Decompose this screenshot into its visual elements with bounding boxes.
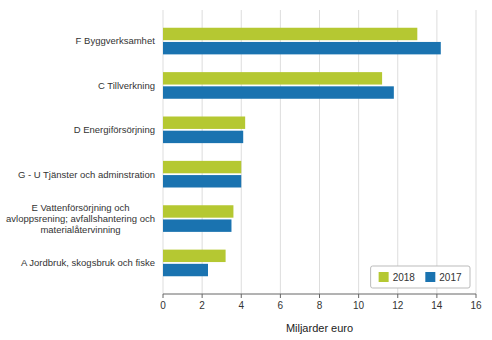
category-label: D Energiförsörjning: [74, 124, 155, 135]
tick-mark: [397, 294, 398, 298]
bar: 2017: 11.8: [163, 86, 394, 98]
legend-label: 2017: [439, 272, 462, 283]
chart: A Jordbruk, skogsbruk och fiske E Vattenf…: [0, 0, 492, 340]
category-label: G - U Tjänster och adminstration: [18, 169, 155, 180]
tick-label: 4: [238, 300, 244, 311]
tick-label: 8: [317, 300, 323, 311]
tick-mark: [163, 294, 164, 298]
bar: 2018: 3.6: [163, 205, 233, 217]
tick-mark: [319, 294, 320, 298]
legend-swatch: [425, 272, 435, 282]
bar: 2018: 3.2: [163, 250, 226, 262]
bar: 2017: 4: [163, 175, 241, 187]
tick-mark: [280, 294, 281, 298]
bar: 2018: 11.2: [163, 72, 382, 84]
tick-label: 10: [353, 300, 365, 311]
bar: 2018: 4: [163, 161, 241, 173]
bar: 2017: 2.3: [163, 264, 208, 276]
category-label: A Jordbruk, skogsbruk och fiske: [21, 257, 155, 268]
tick-label: 14: [431, 300, 443, 311]
grid: [163, 10, 476, 294]
legend-frame: [371, 266, 470, 288]
bar: 2018: 13: [163, 28, 417, 40]
tick-label: 6: [278, 300, 284, 311]
tick-label: 0: [160, 300, 166, 311]
tick-mark: [202, 294, 203, 298]
category-label: E Vattenförsörjning ochavloppsrening; av…: [6, 202, 155, 235]
legend: 2018 2017: [371, 266, 470, 288]
tick-mark: [436, 294, 437, 298]
x-axis-title: Miljarder euro: [286, 322, 353, 334]
category-label: C Tillverkning: [98, 80, 155, 91]
bar: 2017: 3.5: [163, 219, 231, 231]
tick-label: 12: [392, 300, 404, 311]
tick-mark: [358, 294, 359, 298]
category-label: F Byggverksamhet: [76, 35, 156, 46]
bars: 2018: 3.2 2018: 3.6 2018: 4 2018: 4.2 2018: …: [163, 28, 441, 277]
bar: 2018: 4.2: [163, 117, 245, 129]
bar: 2017: 4.1: [163, 131, 243, 143]
legend-swatch: [379, 272, 389, 282]
bar: 2017: 14.2: [163, 42, 441, 54]
tick-label: 16: [470, 300, 482, 311]
tick-label: 2: [199, 300, 205, 311]
tick-mark: [241, 294, 242, 298]
legend-label: 2018: [393, 272, 416, 283]
grid-line: [476, 10, 477, 294]
y-axis-labels: A Jordbruk, skogsbruk och fiske E Vattenf…: [6, 35, 155, 268]
x-axis-line: [163, 294, 476, 295]
x-axis: 0 2 4 6 8 10 12 14 16: [160, 294, 482, 311]
tick-mark: [476, 294, 477, 298]
